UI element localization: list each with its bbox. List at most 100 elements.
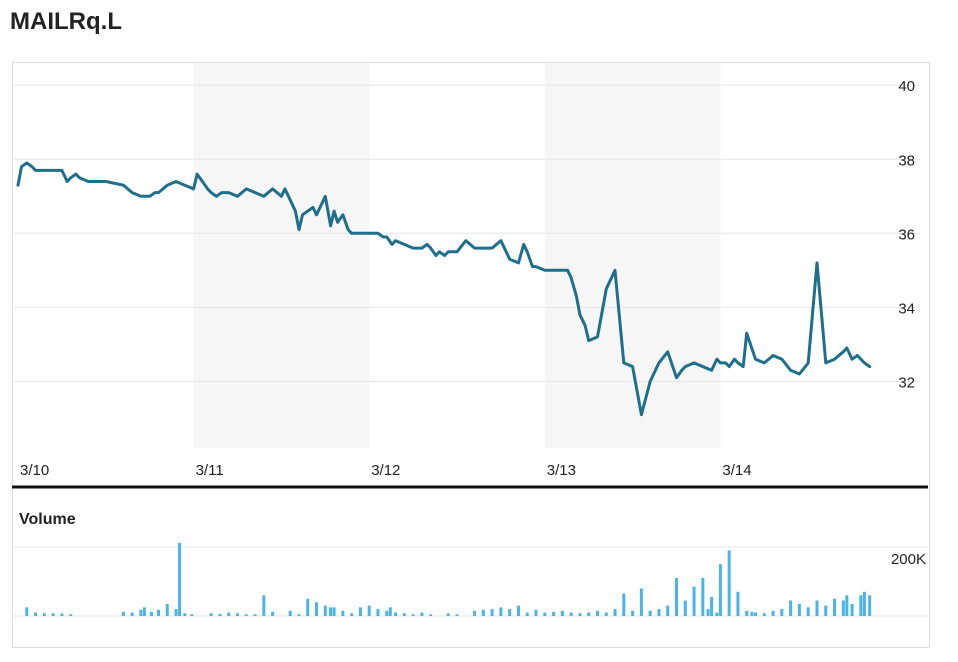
volume-bar [578,613,582,616]
volume-bar [139,609,143,616]
volume-bar [639,588,643,616]
volume-bar [587,612,591,616]
volume-bar [156,609,160,616]
volume-bar [648,610,652,616]
volume-bar [789,600,793,616]
volume-bar [473,610,477,616]
volume-bar [516,605,520,616]
volume-bar [683,600,687,616]
volume-bar [525,612,529,616]
volume-bar [350,613,354,616]
x-tick-label: 3/11 [196,462,224,479]
volume-bar [841,600,845,616]
shaded-day-band [193,63,370,448]
volume-bar [862,591,866,616]
volume-bar [402,613,406,616]
y-tick-label: 32 [898,374,915,391]
chart-frame [12,62,930,648]
volume-bar [859,595,863,616]
volume-bar [666,605,670,616]
volume-bar [411,614,415,616]
volume-bar [385,610,389,616]
volume-bar [209,613,213,616]
volume-bar [42,613,46,616]
volume-bar [358,607,362,616]
volume-bar [797,603,801,616]
volume-bar [288,610,292,616]
x-tick-label: 3/10 [20,462,49,479]
volume-bar [376,609,380,616]
volume-bar [543,612,547,616]
volume-bar [815,600,819,616]
volume-bar [845,595,849,616]
volume-bar [718,564,722,616]
volume-bar [190,614,194,616]
volume-bar [130,612,134,616]
price-series-line [16,161,872,417]
x-tick-label: 3/12 [371,462,400,479]
volume-bar [481,609,485,616]
volume-bar [604,612,608,616]
volume-bar [762,613,766,616]
shaded-day-band [544,63,721,448]
volume-bar [490,609,494,616]
volume-bar [25,607,29,616]
volume-bar [306,598,310,616]
volume-bar [178,542,182,616]
volume-bar [253,614,257,616]
volume-bar [323,605,327,616]
volume-bar [315,602,319,616]
volume-bar [824,605,828,616]
volume-bar [69,614,73,616]
volume-bar [569,612,573,616]
y-tick-label: 36 [898,226,915,243]
volume-bar [420,612,424,616]
volume-bar [149,611,153,616]
volume-bar [750,611,754,616]
volume-bar [675,578,678,616]
volume-bar [692,586,696,616]
volume-bar [429,614,433,616]
volume-bar [499,607,503,616]
volume-bar [780,609,784,616]
volume-bar [868,595,872,616]
volume-bar [51,613,55,616]
volume-bar [657,609,661,616]
volume-bar [754,612,758,616]
volume-bar [262,595,266,616]
volume-bar [552,611,556,616]
volume-bar [595,610,599,616]
volume-bar [367,605,371,616]
volume-bar [622,593,626,616]
volume-bar [631,610,635,616]
volume-bar [806,607,810,616]
volume-bar [710,597,714,616]
volume-title: Volume [19,511,76,528]
volume-bar [394,612,398,616]
volume-bar [142,607,146,616]
volume-bar [165,603,169,616]
volume-bar [60,613,64,616]
volume-bar [771,610,775,616]
volume-bar [706,609,710,616]
volume-bar [244,614,248,616]
volume-bar [332,607,336,616]
volume-bar [341,610,345,616]
volume-bar [297,614,301,616]
volume-bar [183,613,187,616]
volume-bar [508,609,512,616]
volume-bar [701,578,705,616]
volume-bar [446,613,450,616]
volume-bar [455,614,459,616]
volume-bar [560,610,564,616]
volume-bar [329,607,333,616]
volume-bar [218,613,222,616]
volume-bar [227,612,231,616]
volume-bar [121,611,125,616]
volume-bar [271,611,275,616]
volume-bar [34,612,38,616]
volume-bar [715,612,719,616]
volume-bar [850,603,854,616]
y-tick-label: 34 [898,300,915,317]
